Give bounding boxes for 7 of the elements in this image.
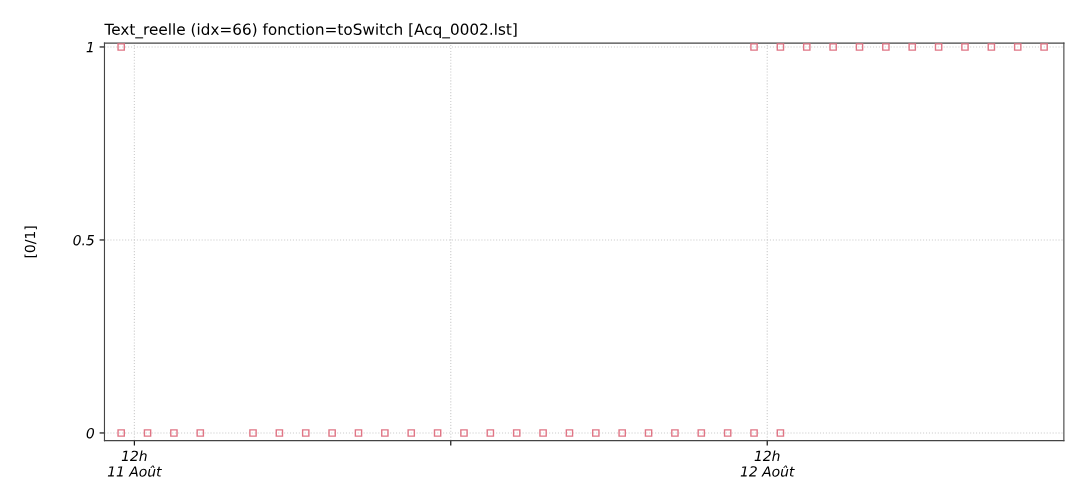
y-axis-title: [0/1] [24, 226, 37, 258]
x-tick-label: 12h 11 Août [107, 450, 162, 477]
y-tick-label: 0.5 [73, 234, 94, 246]
y-tick-label: 0 [86, 427, 95, 439]
y-tick-label: 1 [86, 42, 93, 53]
chart-title: Text_reelle (idx=66) fonction=toSwitch [Acq_0002.lst] [104, 23, 517, 39]
x-tick-label: 12h 12 Août [740, 450, 795, 477]
